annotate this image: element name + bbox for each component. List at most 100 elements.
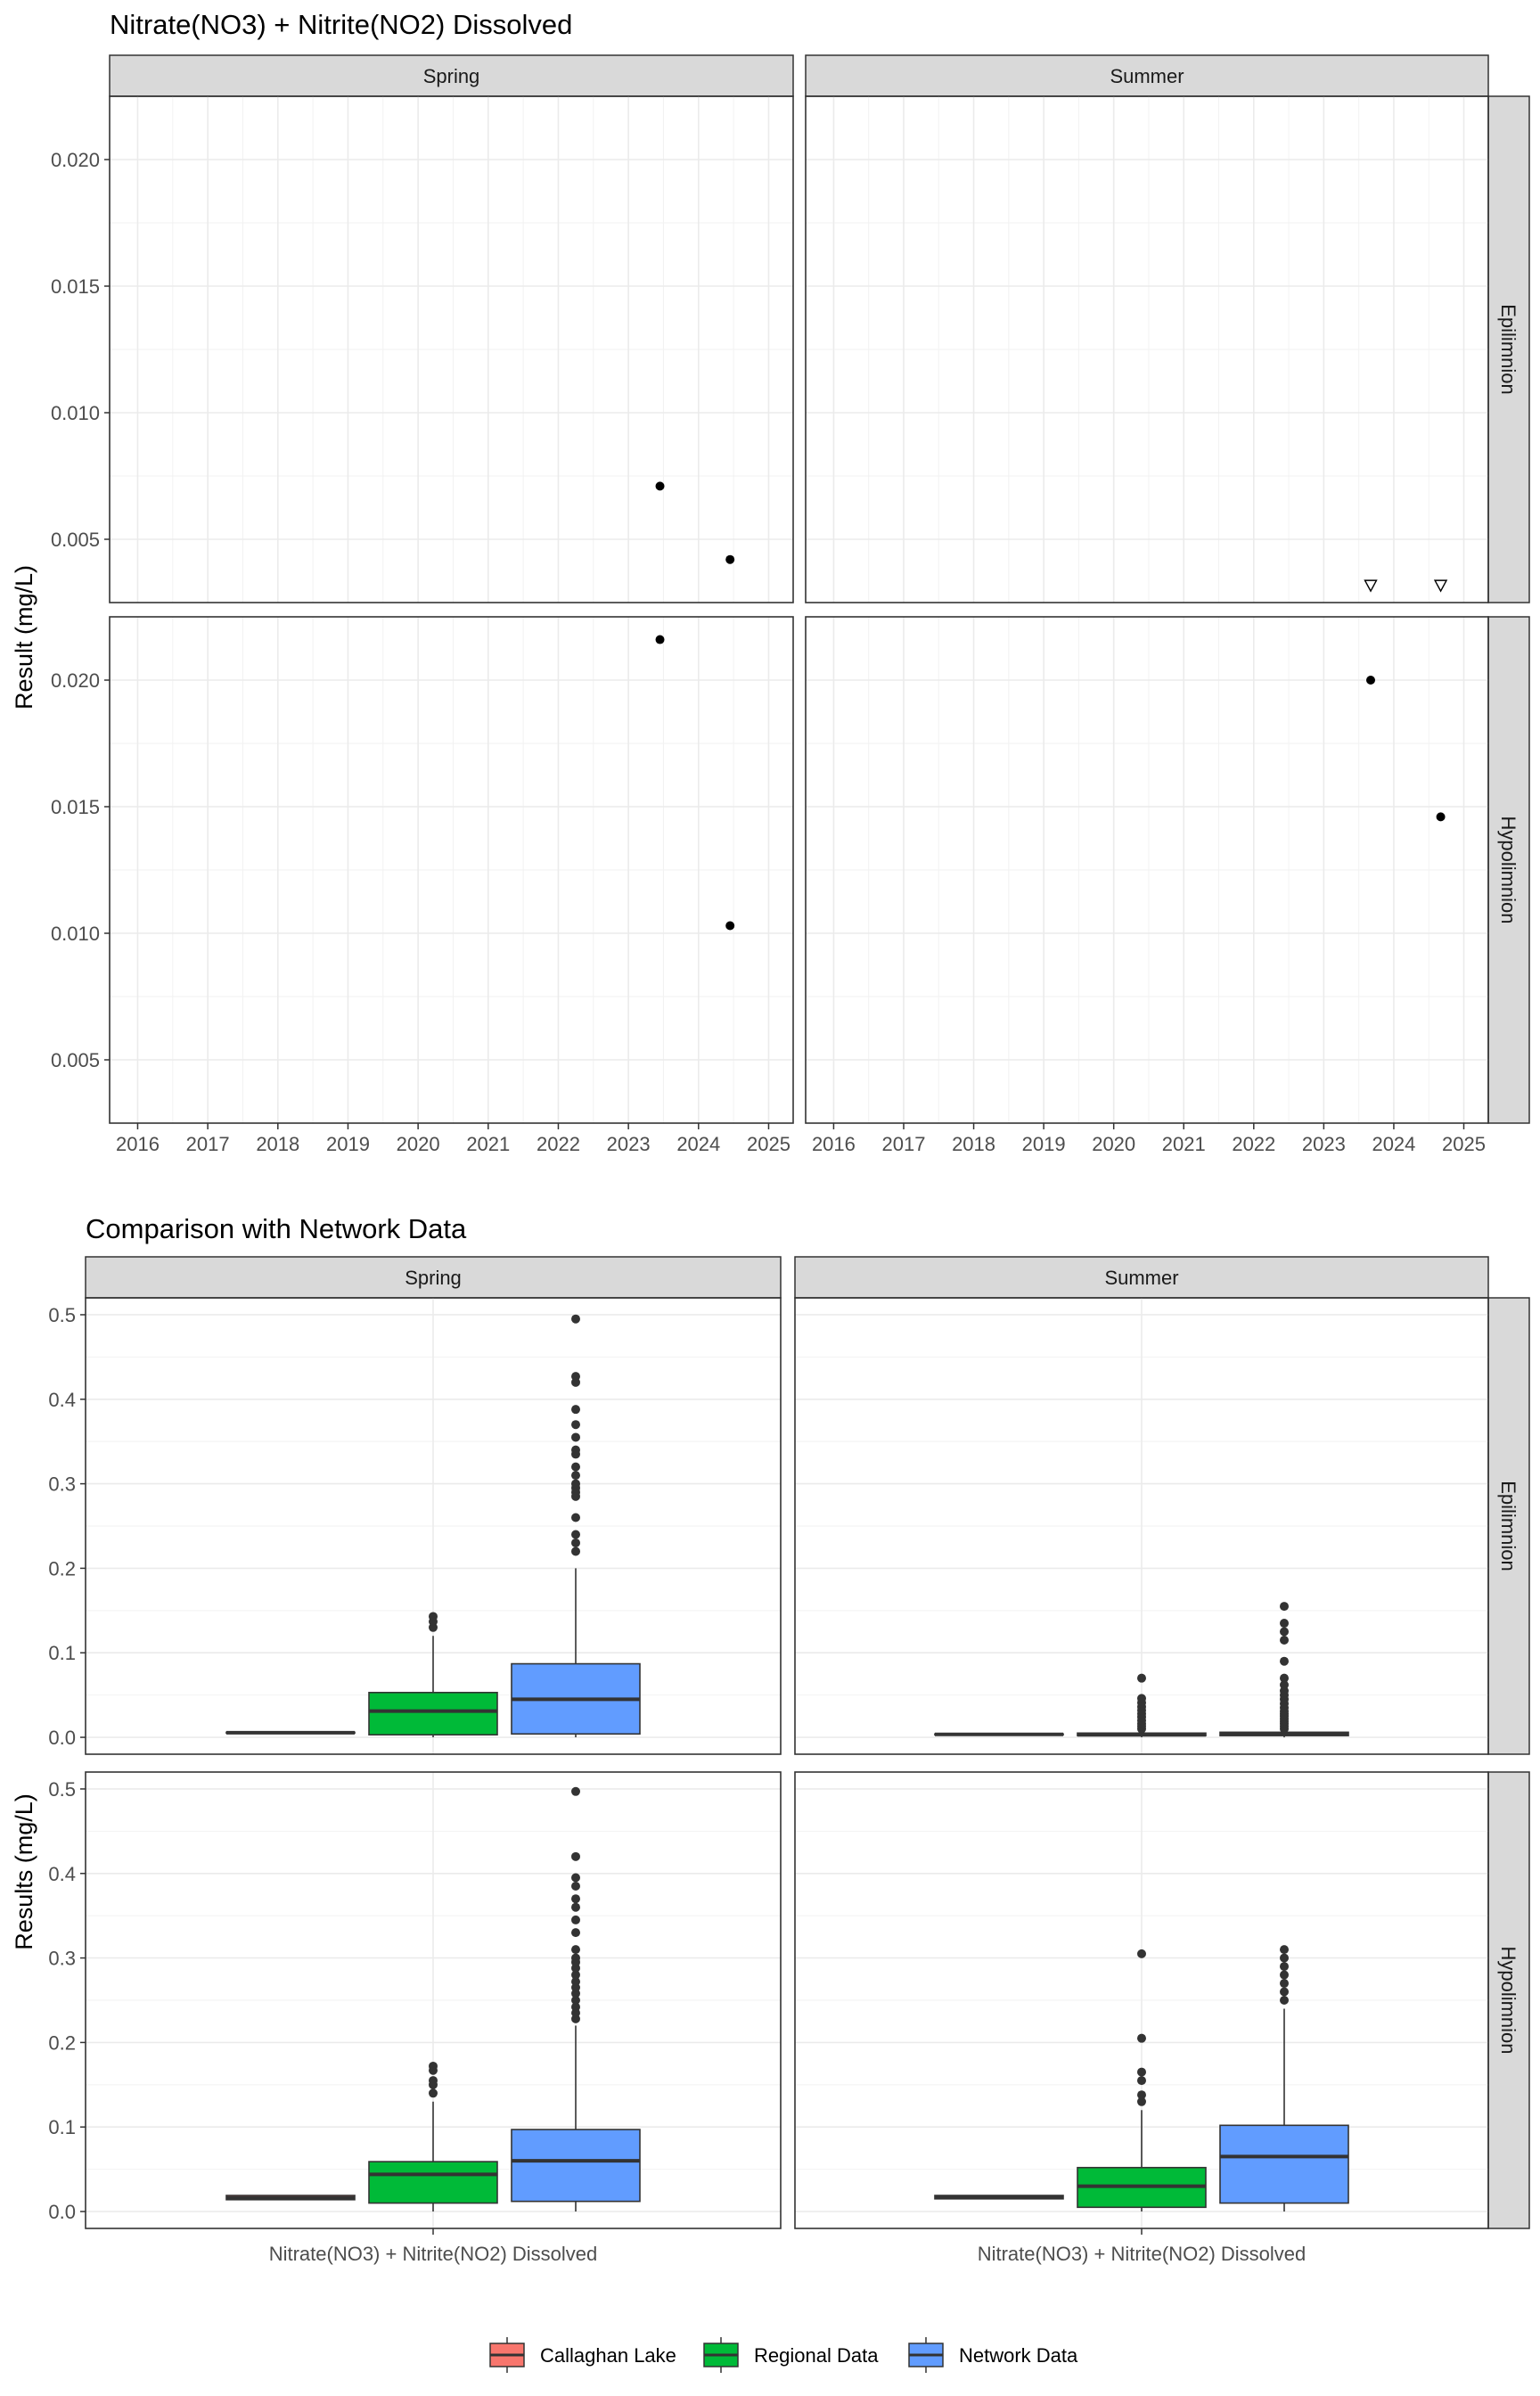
- facet-strip-spring: [109, 54, 794, 97]
- outlier-point: [571, 1851, 580, 1861]
- data-point-triangle: [1433, 579, 1448, 593]
- outlier-point: [1280, 1945, 1289, 1955]
- x-tick-label: 2024: [676, 1133, 720, 1155]
- x-tick-label: 2025: [747, 1133, 790, 1155]
- facet-label-hypolimnion: Hypolimnion: [1497, 816, 1520, 923]
- y-tick-label: 0.015: [51, 275, 100, 298]
- outlier-point: [429, 2076, 438, 2086]
- panel-border: [805, 95, 1489, 603]
- y-tick-label: 0.020: [51, 669, 100, 692]
- outlier-point: [1137, 1673, 1146, 1683]
- outlier-point: [571, 1953, 580, 1963]
- panel-summer-hypolimnion: [794, 1771, 1489, 2229]
- y-tick-label: 0.015: [51, 796, 100, 818]
- outlier-point: [571, 1915, 580, 1924]
- outlier-point: [429, 1612, 438, 1621]
- outlier-point: [1137, 2096, 1146, 2106]
- panel-border: [85, 1297, 782, 1755]
- data-point-triangle: [1364, 579, 1378, 593]
- box-network-data: [1219, 2124, 1349, 2204]
- x-tick-label: 2018: [952, 1133, 995, 1155]
- x-tick-label: 2023: [1302, 1133, 1346, 1155]
- legend-label-network-data: Network Data: [959, 2344, 1078, 2367]
- data-point: [1436, 812, 1446, 822]
- chart1-plot-area: Spring Summer Epilimnion Hypolimnion 0.005 0.…: [51, 54, 1530, 1155]
- outlier-point: [571, 1479, 580, 1489]
- data-point: [655, 481, 665, 491]
- outlier-point: [1137, 2033, 1146, 2043]
- x-tick-label: 2017: [186, 1133, 230, 1155]
- y-tick-label: 0.3: [48, 1948, 76, 1970]
- y-tick-label: 0.5: [48, 1304, 76, 1326]
- data-point: [725, 554, 735, 564]
- legend-label-regional-data: Regional Data: [754, 2344, 879, 2367]
- facet-label-epilimnion: Epilimnion: [1497, 1481, 1520, 1571]
- panel-summer-epilimnion: [794, 1297, 1489, 1755]
- outlier-point: [1137, 2076, 1146, 2086]
- legend-label-callaghan-lake: Callaghan Lake: [540, 2344, 676, 2367]
- outlier-point: [571, 1786, 580, 1796]
- x-tick-label: 2022: [1232, 1133, 1275, 1155]
- outlier-point: [571, 1928, 580, 1938]
- x-tick-label: 2021: [1162, 1133, 1206, 1155]
- panel-spring-hypolimnion: [109, 616, 794, 1124]
- legend: Callaghan Lake Regional Data Network Data: [489, 2337, 1078, 2373]
- facet-strip-hypolimnion: [1487, 616, 1530, 1124]
- data-point: [655, 635, 665, 644]
- panel-spring-epilimnion: [85, 1297, 782, 1755]
- y-tick-label: 0.4: [48, 1863, 76, 1885]
- panel-spring-epilimnion: [109, 95, 794, 603]
- y-tick-label: 0.005: [51, 1049, 100, 1071]
- panel-border: [109, 95, 794, 603]
- chart2-ylabel: Results (mg/L): [11, 1793, 37, 1950]
- outlier-point: [571, 1445, 580, 1455]
- outlier-point: [571, 1547, 580, 1556]
- outlier-point: [429, 2088, 438, 2098]
- outlier-point: [1280, 1636, 1289, 1645]
- outlier-point: [1137, 1949, 1146, 1958]
- panel-border: [794, 1297, 1489, 1755]
- y-tick-label: 0.4: [48, 1389, 76, 1411]
- facet-label-spring: Spring: [423, 65, 480, 87]
- legend-key-callaghan-lake: [489, 2337, 525, 2373]
- y-tick-label: 0.1: [48, 2116, 76, 2138]
- outlier-point: [1280, 1656, 1289, 1666]
- panel-border: [109, 616, 794, 1124]
- y-tick-label: 0.020: [51, 149, 100, 171]
- outlier-point: [571, 1462, 580, 1472]
- facet-label-summer: Summer: [1104, 1267, 1178, 1289]
- x-tick-label: 2020: [1092, 1133, 1135, 1155]
- box-regional-data: [368, 1691, 498, 1735]
- box-regional-data: [368, 2161, 498, 2204]
- x-tick-label: 2021: [466, 1133, 510, 1155]
- outlier-point: [571, 2002, 580, 2012]
- outlier-point: [1280, 1987, 1289, 1997]
- outlier-point: [1280, 1979, 1289, 1989]
- outlier-point: [1280, 1627, 1289, 1637]
- data-point: [1366, 676, 1376, 685]
- outlier-point: [571, 1882, 580, 1891]
- outlier-point: [571, 1538, 580, 1547]
- y-tick-label: 0.1: [48, 1642, 76, 1664]
- y-tick-label: 0.005: [51, 529, 100, 551]
- outlier-point: [571, 1432, 580, 1442]
- facet-strip-epilimnion: [1487, 1297, 1530, 1755]
- y-tick-label: 0.0: [48, 1727, 76, 1749]
- box-network-data: [511, 2129, 641, 2203]
- y-tick-label: 0.0: [48, 2201, 76, 2223]
- outlier-point: [571, 1945, 580, 1955]
- x-tick-label: 2018: [256, 1133, 299, 1155]
- outlier-point: [571, 1471, 580, 1481]
- x-tick-label: 2019: [326, 1133, 370, 1155]
- facet-label-hypolimnion: Hypolimnion: [1497, 1946, 1520, 2054]
- x-tick-label: 2024: [1372, 1133, 1415, 1155]
- facet-label-epilimnion: Epilimnion: [1497, 304, 1520, 395]
- chart1-title: Nitrate(NO3) + Nitrite(NO2) Dissolved: [110, 9, 572, 40]
- facet-strip-spring: [85, 1256, 782, 1299]
- outlier-point: [571, 1902, 580, 1912]
- chart1-ylabel: Result (mg/L): [11, 565, 37, 710]
- legend-key-network-data: [908, 2337, 944, 2373]
- outlier-point: [571, 1996, 580, 2005]
- outlier-point: [1280, 1673, 1289, 1683]
